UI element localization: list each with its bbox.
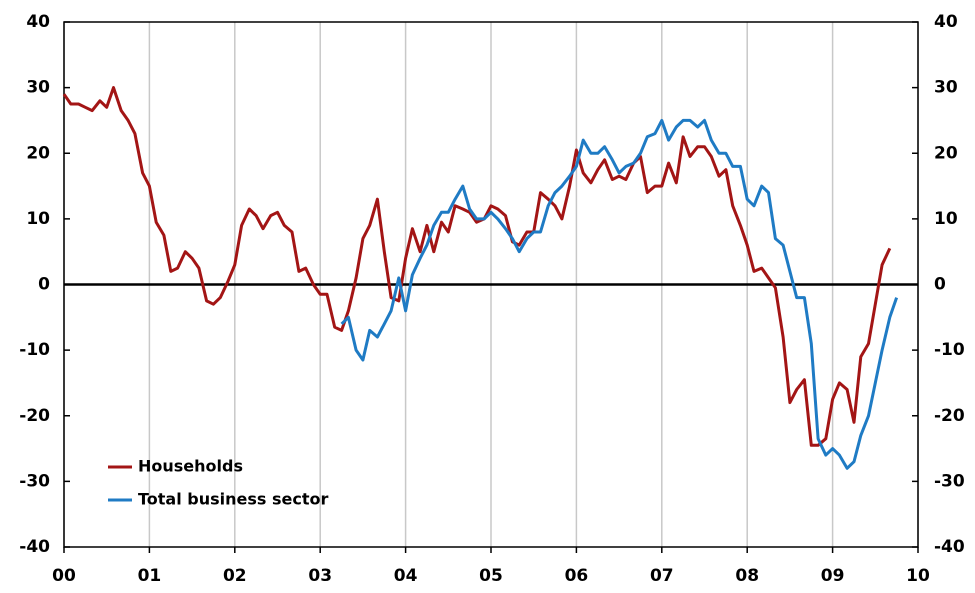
x-tick-label: 07 <box>650 566 674 586</box>
y2-tick-label: -20 <box>934 406 965 426</box>
y-tick-label: -20 <box>19 406 50 426</box>
x-tick-label: 06 <box>565 566 589 586</box>
x-tick-label: 04 <box>394 566 418 586</box>
y-tick-label: -40 <box>19 537 50 557</box>
y-tick-label: -30 <box>19 471 50 491</box>
y2-tick-label: -30 <box>934 471 965 491</box>
y2-tick-label: 0 <box>934 275 946 295</box>
y-tick-label: 40 <box>26 12 50 32</box>
y2-tick-label: -10 <box>934 340 965 360</box>
y2-tick-label: -40 <box>934 537 965 557</box>
y2-tick-label: 20 <box>934 143 958 163</box>
y-tick-label: 10 <box>26 209 50 229</box>
y-tick-label: 30 <box>26 78 50 98</box>
legend-label: Total business sector <box>138 490 328 509</box>
x-tick-label: 05 <box>479 566 503 586</box>
y-tick-label: 20 <box>26 143 50 163</box>
legend-label: Households <box>138 457 243 476</box>
legend: Households Total business sector <box>108 457 328 509</box>
x-tick-label: 02 <box>223 566 247 586</box>
series-line <box>340 118 899 470</box>
y2-tick-label: 40 <box>934 12 958 32</box>
y-tick-label: -10 <box>19 340 50 360</box>
x-tick-label: 09 <box>821 566 845 586</box>
x-tick-label: 08 <box>735 566 759 586</box>
x-tick-label: 03 <box>308 566 332 586</box>
y-tick-label: 0 <box>38 275 50 295</box>
y2-tick-label: 30 <box>934 78 958 98</box>
series-line <box>62 86 892 447</box>
x-tick-label: 10 <box>906 566 930 586</box>
x-tick-label: 00 <box>52 566 76 586</box>
x-tick-label: 01 <box>138 566 162 586</box>
y2-tick-label: 10 <box>934 209 958 229</box>
